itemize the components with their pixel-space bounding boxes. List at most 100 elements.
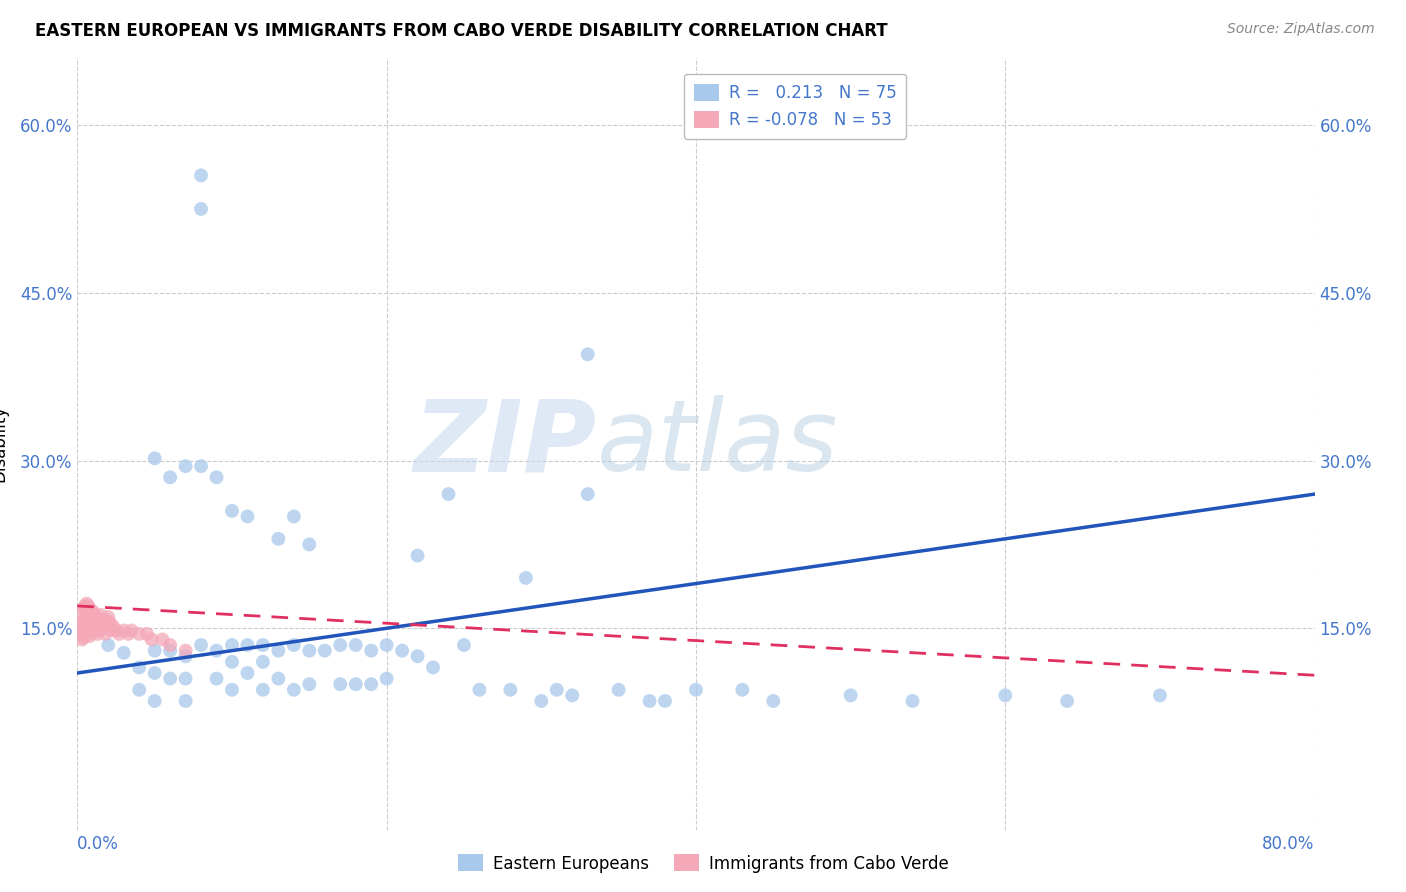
- Point: [468, 682, 491, 697]
- Point: [360, 677, 382, 691]
- Point: [143, 643, 166, 657]
- Point: [96, 618, 118, 632]
- Y-axis label: Disability: Disability: [0, 405, 8, 483]
- Point: [205, 643, 228, 657]
- Point: [83, 621, 105, 635]
- Point: [84, 624, 107, 638]
- Point: [267, 672, 290, 686]
- Point: [69, 615, 91, 630]
- Point: [76, 624, 98, 638]
- Point: [77, 612, 100, 626]
- Point: [221, 504, 243, 518]
- Point: [159, 672, 181, 686]
- Point: [561, 689, 583, 703]
- Point: [1149, 689, 1171, 703]
- Point: [994, 689, 1017, 703]
- Point: [329, 677, 352, 691]
- Point: [83, 607, 105, 622]
- Point: [97, 638, 120, 652]
- Point: [159, 638, 181, 652]
- Point: [79, 629, 101, 643]
- Point: [576, 347, 599, 361]
- Point: [76, 610, 98, 624]
- Point: [112, 624, 135, 638]
- Point: [329, 638, 352, 652]
- Point: [638, 694, 661, 708]
- Point: [128, 660, 150, 674]
- Point: [91, 615, 114, 630]
- Point: [839, 689, 862, 703]
- Point: [174, 694, 197, 708]
- Point: [406, 549, 429, 563]
- Point: [174, 672, 197, 686]
- Point: [360, 643, 382, 657]
- Point: [731, 682, 754, 697]
- Point: [344, 638, 367, 652]
- Point: [174, 643, 197, 657]
- Point: [72, 630, 94, 644]
- Point: [80, 619, 103, 633]
- Point: [90, 607, 111, 622]
- Point: [152, 632, 174, 647]
- Point: [77, 599, 100, 613]
- Point: [70, 621, 93, 635]
- Point: [72, 615, 94, 630]
- Point: [159, 643, 181, 657]
- Point: [75, 599, 96, 613]
- Point: [375, 672, 398, 686]
- Point: [108, 627, 131, 641]
- Point: [205, 672, 228, 686]
- Point: [190, 638, 212, 652]
- Point: [86, 612, 108, 626]
- Point: [499, 682, 522, 697]
- Text: atlas: atlas: [598, 395, 838, 492]
- Text: 80.0%: 80.0%: [1263, 835, 1315, 853]
- Point: [82, 605, 104, 619]
- Point: [267, 532, 290, 546]
- Point: [901, 694, 924, 708]
- Point: [422, 660, 444, 674]
- Point: [190, 202, 212, 216]
- Point: [236, 665, 259, 680]
- Point: [252, 682, 274, 697]
- Point: [90, 624, 111, 638]
- Point: [70, 632, 93, 647]
- Point: [128, 682, 150, 697]
- Point: [117, 627, 139, 641]
- Point: [221, 655, 243, 669]
- Point: [190, 459, 212, 474]
- Point: [344, 677, 367, 691]
- Legend: R =   0.213   N = 75, R = -0.078   N = 53: R = 0.213 N = 75, R = -0.078 N = 53: [683, 74, 907, 138]
- Point: [141, 632, 163, 647]
- Point: [70, 605, 93, 619]
- Text: ZIP: ZIP: [413, 395, 598, 492]
- Point: [87, 615, 110, 630]
- Point: [190, 169, 212, 183]
- Point: [283, 682, 305, 697]
- Point: [174, 459, 197, 474]
- Point: [515, 571, 537, 585]
- Text: 0.0%: 0.0%: [77, 835, 120, 853]
- Point: [84, 610, 107, 624]
- Point: [391, 643, 413, 657]
- Point: [453, 638, 475, 652]
- Point: [136, 627, 159, 641]
- Point: [762, 694, 785, 708]
- Point: [1056, 694, 1078, 708]
- Point: [252, 638, 274, 652]
- Point: [79, 615, 101, 629]
- Point: [221, 682, 243, 697]
- Point: [685, 682, 707, 697]
- Point: [121, 624, 143, 638]
- Point: [314, 643, 336, 657]
- Point: [283, 509, 305, 524]
- Point: [69, 627, 91, 641]
- Point: [75, 627, 96, 641]
- Text: EASTERN EUROPEAN VS IMMIGRANTS FROM CABO VERDE DISABILITY CORRELATION CHART: EASTERN EUROPEAN VS IMMIGRANTS FROM CABO…: [35, 22, 887, 40]
- Point: [283, 638, 305, 652]
- Point: [112, 646, 135, 660]
- Point: [375, 638, 398, 652]
- Point: [143, 694, 166, 708]
- Point: [82, 621, 104, 635]
- Point: [654, 694, 676, 708]
